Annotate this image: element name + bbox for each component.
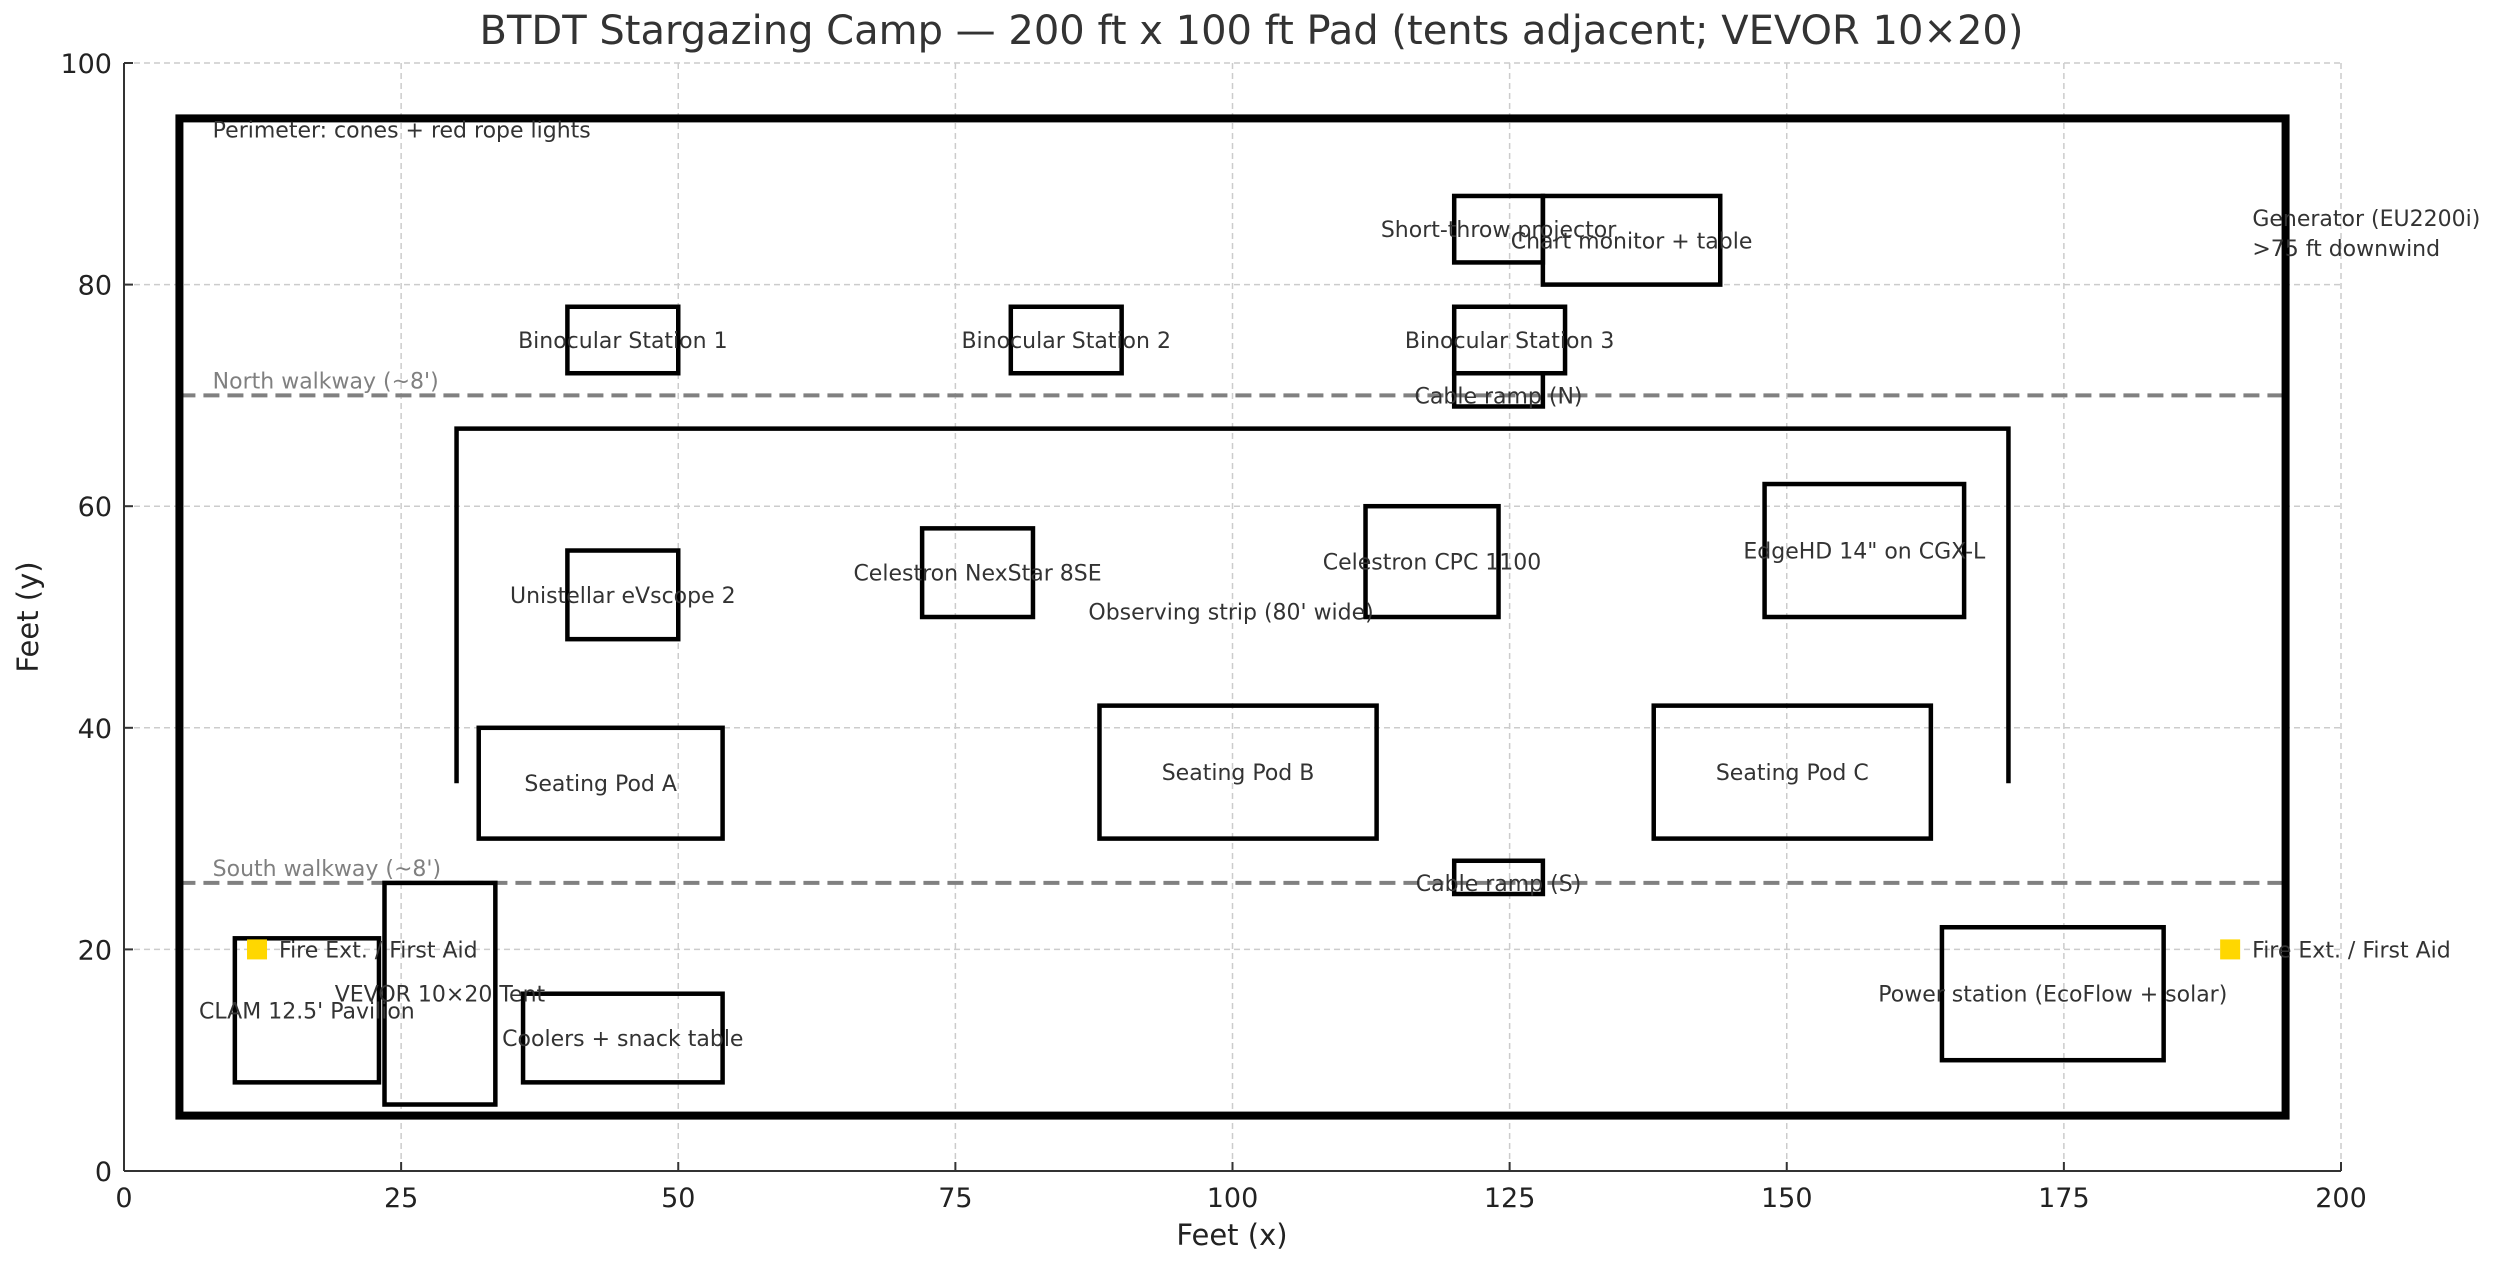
rect-cable-ramp-n (1451, 370, 1546, 409)
rect-power-station-ecoflow-solar (1939, 924, 2166, 1063)
x-tick-label: 150 (1761, 1183, 1813, 1214)
rect-edgehd-14-on-cgx-l (1762, 481, 1967, 620)
perimeter-outline (175, 114, 2290, 1120)
generator-annotation: Generator (EU2200i) (2252, 207, 2480, 232)
fire-extinguisher-label: Fire Ext. / First Aid (2252, 938, 2451, 963)
x-tick-label: 50 (661, 1183, 695, 1214)
label-cable-ramp-n: Cable ramp (N) (1415, 384, 1583, 409)
rect-celestron-nexstar-8se (919, 526, 1036, 620)
label-seating-pod-b: Seating Pod B (1162, 761, 1315, 786)
label-unistellar-evscope-2: Unistellar eVscope 2 (510, 584, 736, 609)
rect-chart-monitor-table (1540, 193, 1723, 287)
rect-binocular-station-2 (1008, 304, 1124, 376)
y-tick-label: 60 (78, 492, 112, 523)
y-tick-label: 0 (95, 1157, 112, 1188)
x-tick-label: 100 (1207, 1183, 1259, 1214)
rect-celestron-cpc-1100 (1363, 503, 1501, 620)
x-tick-label: 25 (384, 1183, 418, 1214)
fire-extinguisher-marker-icon (247, 939, 268, 960)
walkway-label: North walkway (~8') (213, 369, 439, 394)
y-tick-label: 20 (78, 935, 112, 966)
y-axis-label: Feet (y) (11, 561, 45, 672)
chart-title: BTDT Stargazing Camp — 200 ft x 100 ft P… (479, 8, 2024, 54)
fire-extinguisher-marker-icon (2220, 939, 2241, 960)
label-binocular-station-3: Binocular Station 3 (1405, 329, 1614, 354)
observing-strip-outline (454, 426, 2011, 784)
perimeter-label: Perimeter: cones + red rope lights (213, 118, 591, 143)
label-seating-pod-a: Seating Pod A (524, 772, 677, 797)
rect-cable-ramp-s (1451, 858, 1546, 897)
site-elements (175, 114, 2290, 1120)
x-tick-label: 175 (2038, 1183, 2090, 1214)
label-power-station-ecoflow-solar: Power station (EcoFlow + solar) (1878, 983, 2227, 1008)
rect-binocular-station-1 (565, 304, 681, 376)
y-tick-label: 40 (78, 714, 112, 745)
x-tick-label: 75 (938, 1183, 972, 1214)
x-tick-label: 125 (1484, 1183, 1536, 1214)
label-edgehd-14-on-cgx-l: EdgeHD 14" on CGX-L (1743, 540, 1986, 565)
x-axis-label: Feet (x) (1176, 1218, 1287, 1252)
label-celestron-nexstar-8se: Celestron NexStar 8SE (853, 562, 1101, 587)
rect-seating-pod-b (1097, 703, 1379, 841)
label-celestron-cpc-1100: Celestron CPC 1100 (1323, 551, 1542, 576)
rect-seating-pod-c (1651, 703, 1934, 841)
label-seating-pod-c: Seating Pod C (1716, 761, 1869, 786)
observing-strip-label: Observing strip (80' wide) (1088, 600, 1373, 625)
rect-clam-12-5-pavilion (232, 936, 382, 1085)
label-coolers-snack-table: Coolers + snack table (502, 1027, 743, 1052)
generator-annotation: >75 ft downwind (2252, 237, 2440, 262)
x-tick-label: 0 (115, 1183, 132, 1214)
label-vevor-10-20-tent: VEVOR 10×20 Tent (335, 983, 546, 1008)
y-tick-label: 100 (60, 49, 112, 80)
label-short-throw-projector: Short-throw projector (1381, 218, 1617, 243)
element-labels: North walkway (~8') South walkway (~8') Pe… (199, 118, 2480, 1052)
y-tick-label: 80 (78, 271, 112, 302)
fire-extinguisher-label: Fire Ext. / First Aid (279, 938, 478, 963)
label-chart-monitor-table: Chart monitor + table (1511, 229, 1753, 254)
label-binocular-station-1: Binocular Station 1 (518, 329, 727, 354)
axes: 0 25 50 75 100 125 150 175 200 0 20 40 60 80 100 (60, 49, 2366, 1214)
rect-unistellar-evscope-2 (565, 548, 681, 642)
walkway-label: South walkway (~8') (213, 857, 441, 882)
rect-seating-pod-a (476, 725, 725, 841)
x-tick-label: 200 (2315, 1183, 2367, 1214)
rect-coolers-snack-table (520, 991, 725, 1085)
label-clam-12-5-pavilion: CLAM 12.5' Pavilion (199, 999, 415, 1024)
rect-vevor-10-20-tent (382, 880, 498, 1107)
label-binocular-station-2: Binocular Station 2 (961, 329, 1170, 354)
label-cable-ramp-s: Cable ramp (S) (1416, 872, 1582, 897)
